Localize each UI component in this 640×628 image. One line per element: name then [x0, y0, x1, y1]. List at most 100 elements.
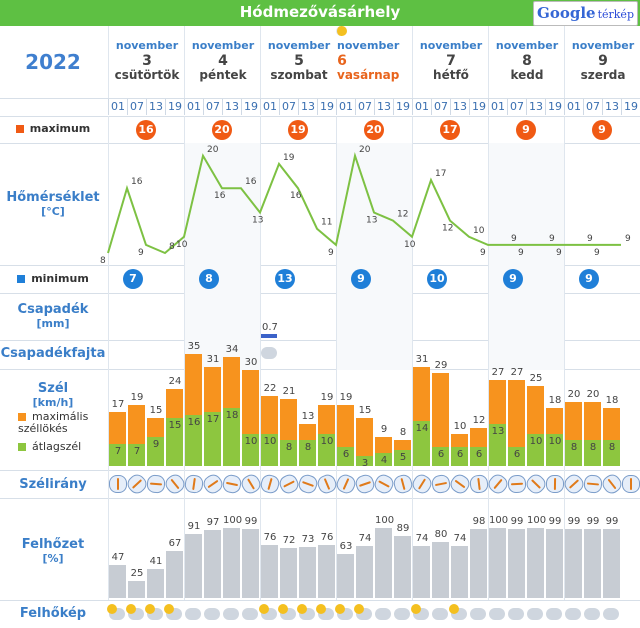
temp-value: 13 — [252, 216, 263, 226]
hour-cell: 19 — [469, 98, 488, 115]
hour-cell: 01 — [184, 98, 203, 115]
day-header-2[interactable]: november 5 szombat — [260, 26, 337, 98]
precip-bar — [261, 334, 277, 338]
hour-cell: 01 — [336, 98, 355, 115]
avg-wind-value: 8 — [589, 442, 597, 454]
cloud-value: 63 — [339, 540, 353, 552]
precip-type-label: Csapadékfajta — [0, 346, 106, 361]
gust-value: 8 — [399, 427, 407, 439]
temperature-line — [107, 152, 621, 255]
gust-value: 25 — [529, 373, 543, 384]
gust-value: 30 — [244, 357, 258, 368]
sun-icon — [259, 604, 269, 614]
day-weekday: szombat — [270, 68, 328, 82]
cloud-icon — [489, 608, 505, 620]
avg-wind-value: 17 — [206, 413, 220, 425]
min-temp-badge: 8 — [199, 269, 219, 289]
cloud-icon — [185, 608, 201, 620]
gust-value: 19 — [339, 392, 353, 404]
gust-value: 15 — [149, 405, 163, 416]
avg-wind-bar — [337, 446, 354, 466]
temp-value: 16 — [214, 191, 226, 201]
hour-cell: 19 — [393, 98, 412, 115]
day-header-6[interactable]: november 9 szerda — [564, 26, 640, 98]
avg-wind-bar — [432, 446, 449, 466]
day-header-1[interactable]: november 4 péntek — [184, 26, 261, 98]
cloud-icon — [375, 608, 391, 620]
rain-cloud-icon — [261, 347, 277, 359]
cloud-value: 100 — [489, 515, 509, 526]
wind-direction-icon — [183, 473, 205, 495]
min-temp-badge: 9 — [351, 269, 371, 289]
day-number: 9 — [598, 53, 608, 69]
day-header-5[interactable]: november 8 kedd — [488, 26, 565, 98]
day-number: 6 — [337, 53, 347, 69]
gust-value: 19 — [130, 392, 144, 404]
day-weekday: hétfő — [433, 68, 469, 82]
temp-value: 9 — [511, 234, 517, 244]
avg-wind-bar — [166, 418, 183, 466]
temp-value: 16 — [245, 177, 257, 187]
wind-direction-icon — [523, 471, 549, 497]
cloud-icon — [603, 608, 619, 620]
sun-icon — [278, 604, 288, 614]
gust-value: 19 — [320, 392, 334, 404]
temp-value: 9 — [587, 234, 593, 244]
avg-wind-bar — [242, 434, 259, 466]
avg-wind-bar — [413, 421, 430, 466]
wind-direction-icon — [485, 471, 511, 497]
cloud-image-label: Felhőkép — [19, 606, 87, 621]
hour-cell: 01 — [108, 98, 127, 115]
wind-direction-icon — [124, 471, 150, 497]
avg-wind-value: 15 — [168, 420, 182, 431]
temp-value: 19 — [283, 153, 295, 163]
day-header-0[interactable]: november 3 csütörtök — [108, 26, 185, 98]
wind-direction-icon — [391, 472, 415, 496]
cloud-value: 76 — [320, 531, 334, 543]
avg-wind-value: 10 — [548, 436, 562, 447]
hour-cell: 13 — [298, 98, 317, 115]
avg-wind-value: 4 — [380, 455, 388, 467]
avg-wind-bar — [185, 414, 202, 466]
temp-value: 9 — [328, 248, 334, 258]
cloud-value: 99 — [548, 515, 562, 527]
day-month: november — [337, 39, 400, 52]
cloud-bar — [489, 528, 506, 598]
cloud-bar — [584, 528, 601, 598]
min-temp-badge: 7 — [123, 269, 143, 289]
min-temp-badge: 13 — [275, 269, 295, 289]
google-map-button[interactable]: Google térkép — [533, 1, 638, 26]
cloud-value: 41 — [149, 556, 163, 568]
hour-cell: 13 — [526, 98, 545, 115]
cloud-bar — [147, 569, 164, 598]
wind-direction-icon — [109, 475, 127, 493]
cloud-bar — [451, 546, 468, 598]
temp-value: 9 — [549, 234, 555, 244]
temp-value: 12 — [442, 224, 453, 234]
gust-value: 31 — [206, 353, 220, 365]
day-header-4[interactable]: november 7 hétfő — [412, 26, 489, 98]
gust-value: 20 — [586, 389, 600, 400]
cloud-bar — [413, 546, 430, 598]
day-number: 7 — [446, 53, 456, 69]
avg-wind-bar — [109, 443, 126, 466]
max-temp-badge: 16 — [136, 120, 156, 140]
cloud-bar — [261, 544, 278, 598]
cloud-icon — [204, 608, 220, 620]
avg-legend: átlagszél — [18, 440, 81, 453]
sun-icon — [411, 604, 421, 614]
day-header-3[interactable]: november 6 vasárnap — [336, 26, 399, 82]
avg-wind-value: 14 — [415, 423, 429, 435]
cloud-value: 99 — [244, 515, 258, 527]
wind-direction-icon — [430, 473, 452, 495]
gust-value: 15 — [358, 405, 372, 416]
wind-direction-icon — [371, 471, 397, 497]
day-separator — [260, 116, 261, 600]
cloud-icon — [394, 608, 410, 620]
cloud-value: 99 — [510, 515, 524, 527]
avg-wind-bar — [470, 446, 487, 466]
hour-cell: 19 — [317, 98, 336, 115]
hour-cell: 19 — [545, 98, 564, 115]
sun-icon — [164, 604, 174, 614]
wind-direction-icon — [583, 474, 603, 494]
